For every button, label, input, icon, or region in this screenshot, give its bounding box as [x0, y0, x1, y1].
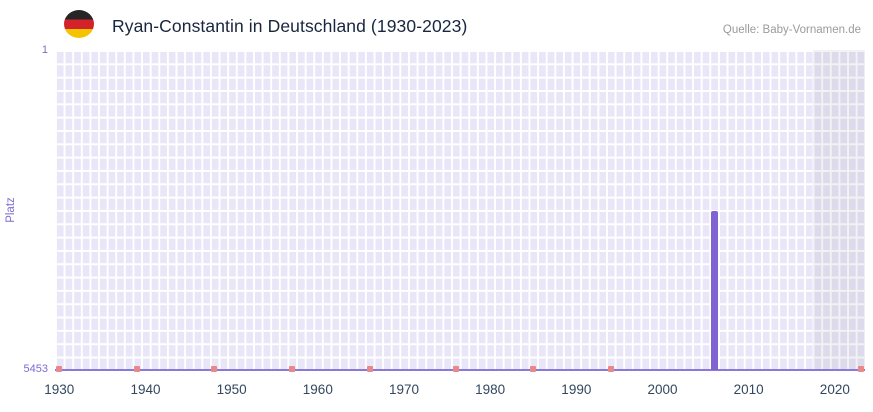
low-rank-marker[interactable]	[530, 366, 537, 372]
x-tick-label: 1960	[302, 382, 333, 397]
plot-area	[55, 50, 865, 372]
low-rank-marker[interactable]	[452, 366, 459, 372]
low-rank-marker[interactable]	[857, 366, 864, 372]
german-flag-icon	[64, 10, 94, 38]
x-tick-label: 1980	[475, 382, 506, 397]
low-rank-marker[interactable]	[288, 366, 295, 372]
source-attribution: Quelle: Baby-Vornamen.de	[722, 24, 861, 36]
low-rank-marker[interactable]	[133, 366, 140, 372]
y-axis-title: Platz	[0, 50, 22, 370]
low-rank-marker[interactable]	[211, 366, 218, 372]
x-axis-ticks: 1930 1940 1950 1960 1970 1980 1990 2000 2010 2020	[44, 382, 865, 402]
chart-title: Ryan-Constantin in Deutschland (1930-202…	[112, 16, 468, 36]
low-rank-marker[interactable]	[607, 366, 614, 372]
x-tick-label: 1950	[216, 382, 247, 397]
low-rank-marker[interactable]	[366, 366, 373, 372]
x-tick-label: 1990	[561, 382, 592, 397]
x-tick-label: 2020	[819, 382, 850, 397]
x-tick-label: 1930	[44, 382, 75, 397]
x-axis-line	[55, 369, 865, 371]
x-tick-label: 1970	[388, 382, 420, 397]
y-axis-bottom-label: 5453	[23, 363, 48, 375]
highlight-band	[813, 50, 865, 370]
rank-bar[interactable]	[710, 211, 718, 370]
x-tick-label: 1940	[130, 382, 161, 397]
x-tick-label: 2010	[733, 382, 764, 397]
low-rank-marker[interactable]	[56, 366, 63, 372]
y-axis-title-text: Platz	[5, 197, 18, 223]
x-tick-label: 2000	[647, 382, 678, 397]
y-axis-top-label: 1	[41, 44, 48, 56]
